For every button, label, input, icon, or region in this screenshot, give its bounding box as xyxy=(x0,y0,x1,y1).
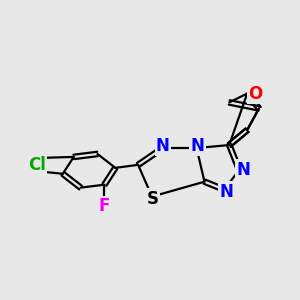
Text: S: S xyxy=(147,190,159,208)
Text: N: N xyxy=(190,137,205,155)
Text: O: O xyxy=(248,85,262,103)
Text: F: F xyxy=(99,197,110,215)
Text: N: N xyxy=(156,137,170,155)
Text: Cl: Cl xyxy=(28,156,46,174)
Text: N: N xyxy=(219,183,233,201)
Text: N: N xyxy=(236,161,250,179)
